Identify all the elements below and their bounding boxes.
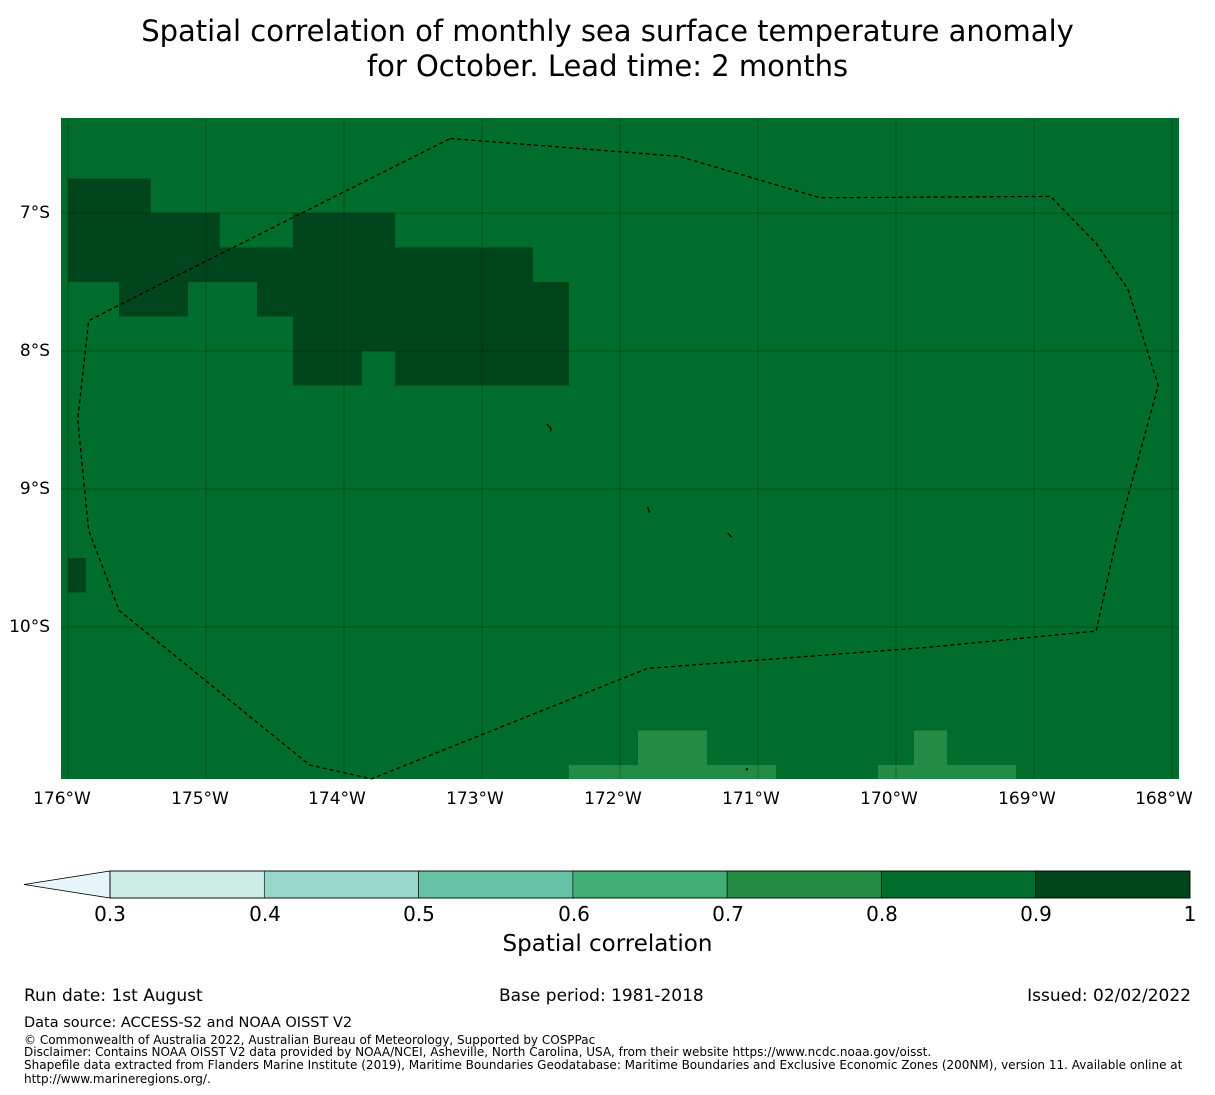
colorbar-segment <box>109 870 265 899</box>
correlation-cell <box>68 178 151 213</box>
correlation-cell <box>292 316 569 351</box>
correlation-cell <box>292 213 396 248</box>
copyright-notice: © Commonwealth of Australia 2022, Austra… <box>24 1033 596 1047</box>
colorbar-tick-2: 0.5 <box>403 902 435 926</box>
lat-label-8s: 8°S <box>19 341 50 361</box>
correlation-cell <box>395 247 534 282</box>
correlation-cell <box>568 765 776 779</box>
shapefile-url: http://www.marineregions.org/. <box>24 1072 211 1086</box>
lon-label-171w: 171°W <box>722 789 780 809</box>
lon-label-172w: 172°W <box>584 789 642 809</box>
lat-label-7s: 7°S <box>19 203 50 223</box>
lat-label-9s: 9°S <box>19 479 50 499</box>
colorbar-segment <box>1035 870 1191 899</box>
correlation-cell <box>913 730 948 765</box>
issued-date: Issued: 02/02/2022 <box>1027 986 1191 1006</box>
correlation-cell <box>878 765 1017 779</box>
map-background-field <box>61 118 1179 779</box>
lon-label-174w: 174°W <box>308 789 366 809</box>
atoll-outline <box>647 506 651 514</box>
correlation-cell <box>395 351 569 386</box>
disclaimer: Disclaimer: Contains NOAA OISST V2 data … <box>24 1045 932 1059</box>
lon-label-173w: 173°W <box>446 789 504 809</box>
base-period: Base period: 1981-2018 <box>499 986 704 1006</box>
lon-label-169w: 169°W <box>998 789 1056 809</box>
correlation-cell <box>68 213 220 248</box>
colorbar-tick-3: 0.6 <box>558 902 590 926</box>
colorbar-extend-triangle <box>23 870 111 899</box>
colorbar-segment <box>418 870 574 899</box>
lon-label-175w: 175°W <box>171 789 229 809</box>
colorbar-segment <box>881 870 1037 899</box>
title-line-1: Spatial correlation of monthly sea surfa… <box>141 14 1074 48</box>
colorbar-outline <box>109 870 1191 899</box>
colorbar-segment <box>726 870 882 899</box>
colorbar-tick-1: 0.4 <box>249 902 281 926</box>
lat-label-10s: 10°S <box>9 617 50 637</box>
colorbar-tick-4: 0.7 <box>712 902 744 926</box>
correlation-cell <box>68 558 86 593</box>
chart-title: Spatial correlation of monthly sea surfa… <box>0 14 1215 84</box>
correlation-cell <box>257 282 569 317</box>
data-source: Data source: ACCESS-S2 and NOAA OISST V2 <box>24 1015 353 1031</box>
colorbar-segment <box>263 870 419 899</box>
colorbar-segment <box>572 870 728 899</box>
colorbar-tick-5: 0.8 <box>866 902 898 926</box>
correlation-cell <box>637 730 707 765</box>
correlation-cell <box>292 351 362 386</box>
colorbar-tick-6: 0.9 <box>1020 902 1052 926</box>
atoll-outline <box>546 423 552 432</box>
colorbar-tick-0: 0.3 <box>94 902 126 926</box>
title-line-2: for October. Lead time: 2 months <box>366 49 849 83</box>
shapefile-credit: Shapefile data extracted from Flanders M… <box>24 1058 1183 1072</box>
lon-label-170w: 170°W <box>860 789 918 809</box>
lon-label-168w: 168°W <box>1135 789 1193 809</box>
run-date: Run date: 1st August <box>24 986 203 1006</box>
eez-boundary <box>77 137 1159 780</box>
atoll-outline <box>745 767 749 771</box>
lon-label-176w: 176°W <box>33 789 91 809</box>
atoll-outline <box>727 532 733 538</box>
colorbar-label: Spatial correlation <box>502 931 713 957</box>
colorbar-tick-7: 1 <box>1183 902 1197 926</box>
correlation-cell <box>68 247 396 282</box>
